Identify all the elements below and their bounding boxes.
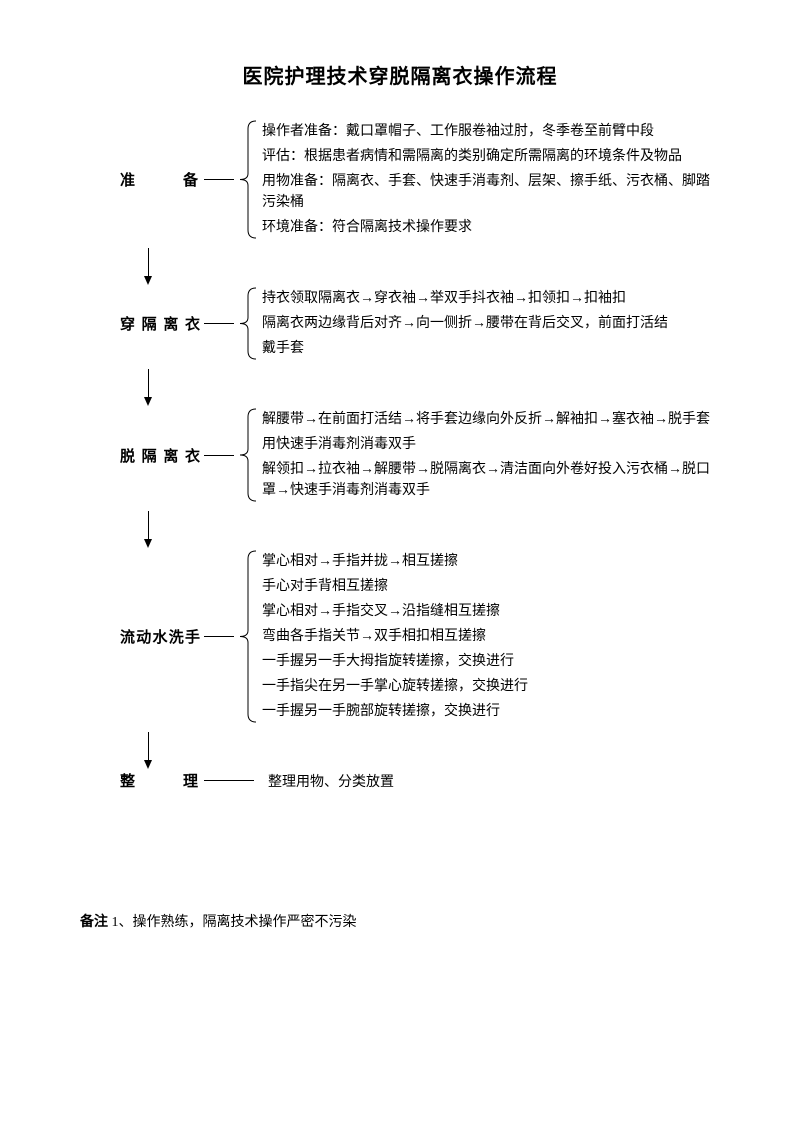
stage-label: 脱隔离衣: [120, 445, 200, 466]
stage-item: 一手握另一手大拇指旋转搓擦，交换进行: [262, 649, 720, 674]
brace-icon: [238, 407, 256, 503]
stage-4: 整 理 整理用物、分类放置: [120, 770, 720, 791]
stage-item: 戴手套: [262, 336, 720, 361]
footnote-label: 备注: [80, 915, 108, 930]
stage-label: 流动水洗手: [120, 626, 200, 647]
brace-group: 操作者准备：戴口罩帽子、工作服卷袖过肘，冬季卷至前臂中段评估：根据患者病情和需隔…: [238, 119, 720, 240]
items-list: 解腰带→在前面打活结→将手套边缘向外反折→解袖扣→塞衣袖→脱手套用快速手消毒剂消…: [256, 407, 720, 503]
footnote-text: 1、操作熟练，隔离技术操作严密不污染: [108, 915, 357, 930]
page-title: 医院护理技术穿脱隔离衣操作流程: [80, 60, 720, 89]
stage-item: 评估：根据患者病情和需隔离的类别确定所需隔离的环境条件及物品: [262, 144, 720, 169]
stage-item: 手心对手背相互搓擦: [262, 574, 720, 599]
stage-item: 解领扣→拉衣袖→解腰带→脱隔离衣→清洁面向外卷好投入污衣桶→脱口罩→快速手消毒剂…: [262, 457, 720, 503]
stage-item: 解腰带→在前面打活结→将手套边缘向外反折→解袖扣→塞衣袖→脱手套: [262, 407, 720, 432]
connector-line: [204, 179, 234, 180]
down-arrow-icon: [148, 369, 720, 407]
stage-item: 弯曲各手指关节→双手相扣相互搓擦: [262, 624, 720, 649]
connector-line: [204, 636, 234, 637]
brace-icon: [238, 286, 256, 361]
connector-line: [204, 455, 234, 456]
items-list: 操作者准备：戴口罩帽子、工作服卷袖过肘，冬季卷至前臂中段评估：根据患者病情和需隔…: [256, 119, 720, 240]
brace-icon: [238, 549, 256, 724]
stage-item: 环境准备：符合隔离技术操作要求: [262, 215, 720, 240]
items-list: 持衣领取隔离衣→穿衣袖→举双手抖衣袖→扣领扣→扣袖扣隔离衣两边缘背后对齐→向一侧…: [256, 286, 720, 361]
stage-item: 一手指尖在另一手掌心旋转搓擦，交换进行: [262, 674, 720, 699]
brace-group: 持衣领取隔离衣→穿衣袖→举双手抖衣袖→扣领扣→扣袖扣隔离衣两边缘背后对齐→向一侧…: [238, 286, 720, 361]
stage-item: 整理用物、分类放置: [258, 771, 394, 791]
stage-0: 准 备 操作者准备：戴口罩帽子、工作服卷袖过肘，冬季卷至前臂中段评估：根据患者病情…: [120, 119, 720, 240]
down-arrow-icon: [148, 248, 720, 286]
stage-2: 脱隔离衣 解腰带→在前面打活结→将手套边缘向外反折→解袖扣→塞衣袖→脱手套用快速手…: [120, 407, 720, 503]
stage-item: 持衣领取隔离衣→穿衣袖→举双手抖衣袖→扣领扣→扣袖扣: [262, 286, 720, 311]
connector-line: [204, 323, 234, 324]
stage-item: 一手握另一手腕部旋转搓擦，交换进行: [262, 699, 720, 724]
stage-item: 用快速手消毒剂消毒双手: [262, 432, 720, 457]
down-arrow-icon: [148, 732, 720, 770]
stage-label: 整 理: [120, 770, 200, 791]
stage-1: 穿隔离衣 持衣领取隔离衣→穿衣袖→举双手抖衣袖→扣领扣→扣袖扣隔离衣两边缘背后对齐…: [120, 286, 720, 361]
connector-line: [204, 780, 254, 781]
brace-group: 掌心相对→手指并拢→相互搓擦手心对手背相互搓擦掌心相对→手指交叉→沿指缝相互搓擦…: [238, 549, 720, 724]
stage-item: 操作者准备：戴口罩帽子、工作服卷袖过肘，冬季卷至前臂中段: [262, 119, 720, 144]
stage-item: 掌心相对→手指并拢→相互搓擦: [262, 549, 720, 574]
stage-label: 准 备: [120, 169, 200, 190]
stage-item: 用物准备：隔离衣、手套、快速手消毒剂、层架、擦手纸、污衣桶、脚踏污染桶: [262, 169, 720, 215]
brace-icon: [238, 119, 256, 240]
stage-3: 流动水洗手 掌心相对→手指并拢→相互搓擦手心对手背相互搓擦掌心相对→手指交叉→沿指…: [120, 549, 720, 724]
stage-item: 隔离衣两边缘背后对齐→向一侧折→腰带在背后交叉，前面打活结: [262, 311, 720, 336]
brace-group: 解腰带→在前面打活结→将手套边缘向外反折→解袖扣→塞衣袖→脱手套用快速手消毒剂消…: [238, 407, 720, 503]
stage-item: 掌心相对→手指交叉→沿指缝相互搓擦: [262, 599, 720, 624]
down-arrow-icon: [148, 511, 720, 549]
flowchart: 准 备 操作者准备：戴口罩帽子、工作服卷袖过肘，冬季卷至前臂中段评估：根据患者病情…: [120, 119, 720, 791]
items-list: 掌心相对→手指并拢→相互搓擦手心对手背相互搓擦掌心相对→手指交叉→沿指缝相互搓擦…: [256, 549, 720, 724]
page: 医院护理技术穿脱隔离衣操作流程 准 备 操作者准备：戴口罩帽子、工作服卷袖过肘，冬…: [0, 0, 800, 1132]
footnote: 备注 1、操作熟练，隔离技术操作严密不污染: [80, 911, 720, 931]
stage-label: 穿隔离衣: [120, 313, 200, 334]
